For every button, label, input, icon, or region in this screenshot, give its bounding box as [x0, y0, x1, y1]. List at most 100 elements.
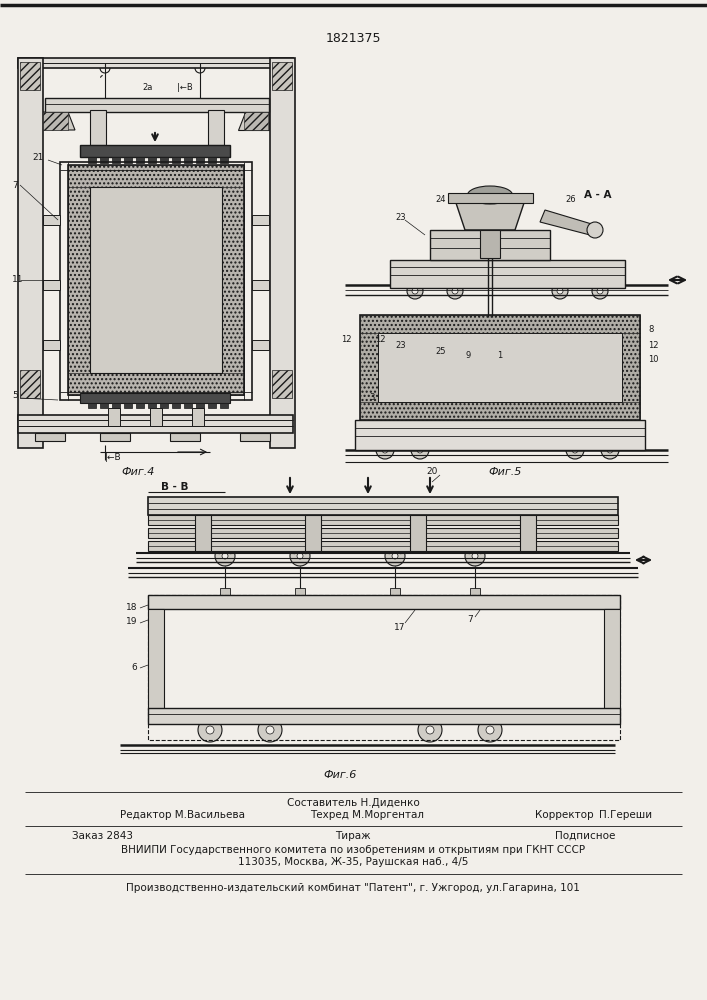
Bar	[360, 315, 640, 333]
Bar	[360, 402, 640, 420]
Bar	[390, 260, 625, 288]
Bar	[196, 157, 204, 163]
Text: 11: 11	[12, 275, 23, 284]
Circle shape	[100, 63, 110, 73]
Bar	[172, 157, 180, 163]
Text: 23: 23	[395, 340, 406, 350]
Bar	[192, 408, 204, 426]
Text: 8: 8	[648, 326, 653, 334]
Text: 3: 3	[369, 393, 375, 402]
Text: 6: 6	[132, 664, 137, 672]
Circle shape	[198, 718, 222, 742]
Circle shape	[478, 718, 502, 742]
Circle shape	[297, 553, 303, 559]
Circle shape	[258, 718, 282, 742]
Bar	[305, 515, 321, 551]
Circle shape	[607, 447, 613, 453]
Bar	[43, 112, 68, 130]
Bar	[88, 157, 96, 163]
Circle shape	[215, 546, 235, 566]
Bar	[360, 315, 640, 420]
Text: Фиг.5: Фиг.5	[489, 467, 522, 477]
Circle shape	[411, 441, 429, 459]
Bar	[148, 515, 618, 525]
Bar	[68, 187, 90, 373]
Text: |←B: |←B	[105, 454, 122, 462]
Bar	[295, 588, 305, 600]
Circle shape	[392, 553, 398, 559]
Bar	[208, 157, 216, 163]
Text: 25: 25	[435, 348, 445, 357]
Bar	[20, 62, 40, 90]
Bar	[100, 433, 130, 441]
Bar	[252, 215, 269, 225]
Polygon shape	[540, 210, 595, 235]
Bar	[124, 157, 132, 163]
Bar	[18, 58, 43, 448]
Bar	[100, 403, 108, 408]
Bar	[90, 187, 222, 373]
Bar	[480, 230, 500, 258]
Circle shape	[486, 726, 494, 734]
Bar	[43, 215, 60, 225]
Bar	[148, 403, 156, 408]
Wedge shape	[466, 546, 484, 554]
Bar	[148, 708, 620, 724]
Bar	[170, 433, 200, 441]
Circle shape	[417, 447, 423, 453]
Wedge shape	[385, 546, 404, 554]
Bar	[160, 157, 168, 163]
Bar	[272, 62, 292, 90]
Bar	[448, 193, 533, 203]
Bar	[430, 230, 550, 260]
Bar	[68, 165, 244, 187]
Circle shape	[382, 447, 388, 453]
Bar	[220, 588, 230, 600]
Bar	[378, 333, 622, 402]
Bar	[208, 110, 224, 145]
Bar	[148, 595, 620, 609]
Text: Фиг.6: Фиг.6	[323, 770, 357, 780]
Bar	[172, 403, 180, 408]
Text: 12: 12	[648, 340, 658, 350]
Ellipse shape	[467, 186, 513, 204]
Text: Производственно-издательский комбинат "Патент", г. Ужгород, ул.Гагарина, 101: Производственно-издательский комбинат "П…	[126, 883, 580, 893]
Circle shape	[601, 441, 619, 459]
Bar	[68, 165, 244, 395]
Bar	[18, 58, 293, 68]
Bar	[148, 157, 156, 163]
Bar	[136, 403, 144, 408]
Bar	[470, 588, 480, 600]
Polygon shape	[238, 112, 269, 130]
Bar	[45, 98, 269, 112]
Text: Фиг.4: Фиг.4	[122, 467, 155, 477]
Text: B - B: B - B	[161, 482, 189, 492]
Circle shape	[572, 447, 578, 453]
Polygon shape	[455, 200, 525, 230]
Bar	[390, 588, 400, 600]
Bar	[108, 408, 120, 426]
Circle shape	[407, 283, 423, 299]
Bar	[43, 280, 60, 290]
Bar	[410, 515, 426, 551]
Text: 26: 26	[565, 196, 575, 205]
Circle shape	[587, 222, 603, 238]
Bar	[148, 541, 618, 551]
Text: 19: 19	[126, 617, 137, 626]
Bar	[195, 515, 211, 551]
Text: 12: 12	[375, 336, 385, 344]
Bar	[148, 497, 618, 515]
Bar	[20, 370, 40, 398]
Circle shape	[222, 553, 228, 559]
Text: 113035, Москва, Ж-35, Раушская наб., 4/5: 113035, Москва, Ж-35, Раушская наб., 4/5	[238, 857, 468, 867]
Bar	[252, 280, 269, 290]
Circle shape	[592, 283, 608, 299]
Bar	[244, 112, 268, 130]
Bar	[148, 609, 164, 709]
Text: 23: 23	[395, 214, 406, 223]
Text: 21: 21	[32, 153, 43, 162]
Text: A - A: A - A	[584, 190, 612, 200]
Text: 7: 7	[467, 615, 473, 624]
Bar	[184, 157, 192, 163]
Circle shape	[557, 288, 563, 294]
